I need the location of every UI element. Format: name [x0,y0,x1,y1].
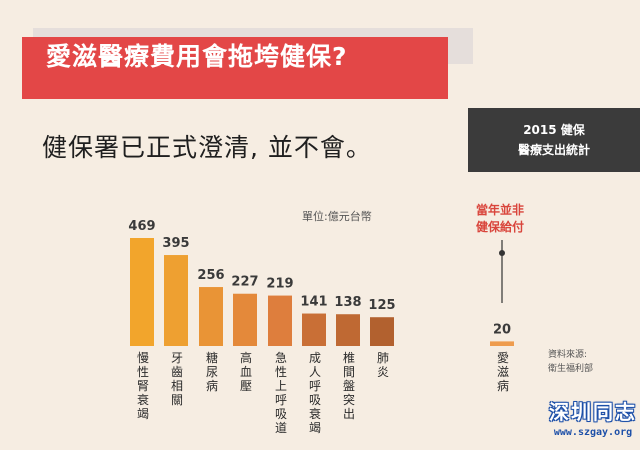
category-label-char: 吸 [309,393,321,407]
category-label-char: 尿 [206,365,218,379]
bar [130,238,154,346]
category-label-char: 竭 [137,407,149,421]
bar [336,314,360,346]
stat-box-line1: 2015 健保 [523,123,585,137]
category-label-char: 相 [171,379,183,393]
category-label-char: 糖 [206,350,218,365]
category-label-char: 壓 [240,379,252,393]
source-name: 衛生福利部 [548,364,594,374]
category-label-char: 關 [171,393,183,407]
bar [490,341,514,346]
note-connector-dot [499,250,505,256]
category-label-char: 吸 [275,407,287,421]
bar [268,295,292,346]
category-label-char: 病 [206,378,218,393]
bar-value-label: 219 [266,277,293,292]
bar [199,287,223,346]
category-label-char: 衰 [137,392,149,407]
category-label-char: 病 [497,378,509,393]
category-label-char: 腎 [137,379,149,393]
category-label-char: 衰 [309,406,321,421]
watermark-name: 深圳同志 [549,400,637,424]
category-label-char: 上 [275,379,287,393]
category-label-char: 牙 [171,351,183,365]
site-watermark: 深圳同志 www.szgay.org [546,398,640,450]
aids-note-line2: 健保給付 [475,220,524,234]
aids-note: 當年並非 健保給付 [470,202,530,236]
category-label-char: 性 [275,365,287,379]
category-label-char: 肺 [377,351,389,365]
category-label-char: 齒 [171,365,183,379]
bar-value-label: 20 [493,322,511,337]
aids-note-line1: 當年並非 [475,203,524,217]
source-label: 資料來源: [548,350,588,360]
category-label-char: 椎 [343,350,355,365]
category-label-char: 呼 [309,379,321,393]
stat-box: 2015 健保 醫療支出統計 [468,108,640,172]
category-label-char: 血 [240,365,252,379]
page-title: 愛滋醫療費用會拖垮健保? [22,37,448,99]
category-label-char: 突 [343,392,355,407]
category-label-char: 呼 [275,393,287,407]
source-note: 資料來源: 衛生福利部 [548,348,593,376]
category-label-char: 道 [275,421,287,435]
bar [233,293,257,346]
category-label-char: 急 [275,350,287,365]
bar-value-label: 125 [368,298,395,313]
category-label-char: 人 [309,365,321,379]
category-label-char: 炎 [377,365,389,379]
bar [164,255,188,346]
bar [370,317,394,346]
category-label-char: 愛 [497,351,509,365]
watermark-url: www.szgay.org [553,427,633,438]
stat-box-line2: 醫療支出統計 [517,143,590,157]
category-label-char: 慢 [137,351,149,365]
unit-label: 單位:億元台幣 [302,210,372,223]
bar-value-label: 395 [162,236,189,251]
category-label-char: 高 [240,350,252,365]
category-label-char: 竭 [309,421,321,435]
bar-value-label: 469 [128,219,155,234]
category-label-char: 間 [343,365,355,379]
bar-value-label: 138 [334,295,361,310]
bar-value-label: 141 [300,295,327,310]
category-label-char: 出 [343,407,355,421]
category-label-char: 盤 [343,379,355,393]
bar-value-label: 256 [197,268,224,283]
category-label-char: 性 [137,365,149,379]
bar [302,313,326,346]
category-label-char: 成 [309,351,321,365]
page-subtitle: 健保署已正式澄清, 並不會。 [42,133,372,162]
category-label-char: 滋 [497,365,509,379]
bar-value-label: 227 [231,275,258,290]
